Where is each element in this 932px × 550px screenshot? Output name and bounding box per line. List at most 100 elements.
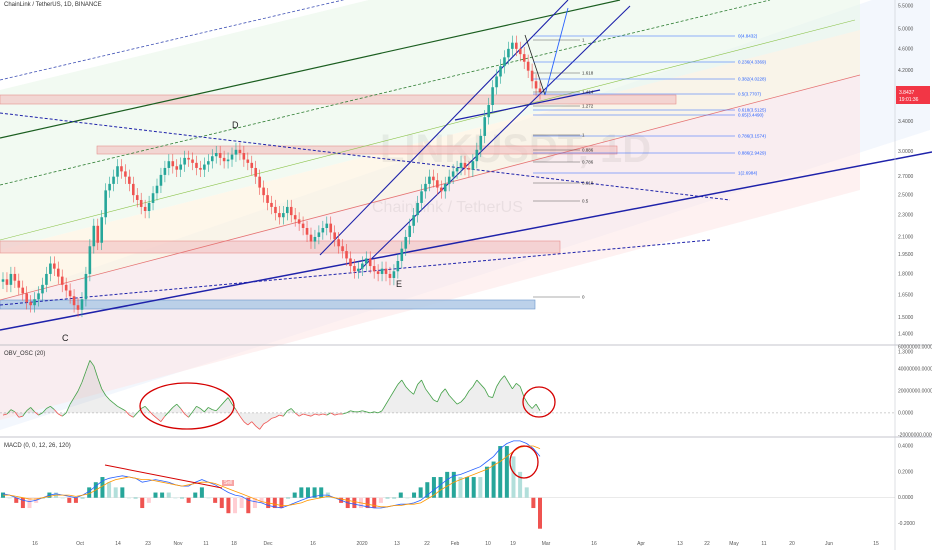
macd-histogram-bar: [378, 497, 383, 503]
candle-body: [151, 193, 155, 203]
macd-divergence-line: [104, 464, 223, 489]
macd-histogram-bar: [471, 477, 476, 498]
obv-line: [460, 397, 466, 403]
obv-line: [46, 405, 51, 409]
obv-tick: 40000000.0000: [898, 367, 932, 373]
candle-body: [226, 159, 230, 162]
obv-line: [350, 410, 355, 413]
candle-body: [124, 171, 127, 177]
candle-body: [203, 164, 206, 170]
time-tick: Nov: [174, 541, 183, 547]
obv-line: [129, 414, 134, 418]
obv-line: [452, 399, 458, 405]
macd-histogram-bar: [272, 497, 277, 509]
candle-body: [495, 76, 498, 88]
watermark-name: ChainLink / TetherUS: [372, 199, 523, 216]
obv-divergence-circle: [139, 382, 235, 430]
time-tick: 2020: [356, 541, 367, 547]
obv-line: [417, 379, 422, 385]
obv-line: [519, 386, 525, 398]
obv-line: [247, 421, 253, 426]
candle-body: [112, 176, 115, 184]
obv-line: [18, 415, 23, 418]
macd-cross-circle: [509, 445, 539, 479]
obv-line: [334, 413, 339, 416]
obv-line: [326, 412, 331, 416]
obv-line: [152, 414, 158, 419]
fib-left-label: 0.618: [582, 181, 594, 186]
candle-body: [518, 48, 522, 55]
time-tick: 23: [145, 541, 151, 547]
obv-line: [133, 412, 138, 418]
candle-body: [147, 202, 151, 212]
indicator-axes[interactable]: 60000000.0000 40000000.0000 20000000.0000 0…: [898, 345, 932, 527]
up-channel-lower: [359, 5, 631, 271]
macd-histogram-bar: [246, 497, 251, 514]
obv-line: [164, 411, 170, 417]
time-axis[interactable]: 16 Oct 14 23 Nov 11 18 Dec 16 2020 13 22 Feb 10 19 Mar 1…: [32, 541, 879, 547]
obv-line: [97, 377, 103, 389]
candle-body: [159, 174, 163, 186]
macd-histogram-bar: [491, 461, 496, 498]
obv-line: [176, 403, 181, 409]
macd-histogram-bar: [418, 487, 423, 498]
obv-line: [433, 399, 438, 403]
candle-body: [143, 206, 147, 212]
candle-body: [191, 159, 194, 163]
obv-line: [385, 397, 391, 405]
candle-body: [92, 225, 96, 247]
obv-line: [429, 394, 434, 400]
macd-histogram-bar: [286, 497, 291, 499]
obv-line: [500, 375, 505, 381]
candle-body: [139, 199, 143, 207]
macd-histogram-bar: [458, 477, 463, 498]
obv-line: [109, 399, 114, 404]
fib-right-label: 0.886(2.9429): [738, 151, 767, 156]
obv-line: [204, 407, 209, 413]
obv-line: [259, 423, 264, 430]
macd-tick: 0.2000: [898, 469, 914, 475]
macd-histogram-bar: [219, 497, 224, 509]
obv-tick: 20000000.0000: [898, 389, 932, 395]
macd-histogram-bar: [431, 477, 436, 498]
candle-body: [210, 156, 214, 162]
obv-line: [267, 418, 272, 422]
candle-body: [84, 273, 88, 300]
candle-body: [436, 180, 439, 188]
candle-body: [13, 273, 17, 281]
time-tick: Jun: [825, 541, 833, 547]
candle-body: [499, 66, 502, 77]
obv-line: [346, 410, 351, 414]
fib-left-label: 1.618: [582, 71, 594, 76]
macd-histogram-bar: [465, 477, 470, 498]
macd-histogram-bar: [126, 497, 131, 499]
price-tick: 1.8000: [898, 271, 914, 277]
macd-histogram-bar: [160, 492, 165, 498]
time-tick: Dec: [264, 541, 273, 547]
obv-line: [6, 409, 12, 415]
candle-body: [511, 42, 514, 49]
candle-body: [349, 258, 352, 267]
obv-line: [69, 397, 75, 405]
candle-body: [368, 258, 372, 267]
candle-body: [171, 161, 175, 167]
obv-line: [101, 388, 107, 396]
candle-body: [33, 299, 36, 306]
obv-line: [425, 388, 430, 395]
obv-line: [30, 407, 35, 413]
candle-body: [72, 296, 76, 306]
channel-green-dashed: [0, 0, 771, 186]
obv-line: [105, 395, 110, 401]
candle-body: [258, 176, 261, 188]
obv-line: [117, 405, 122, 409]
obv-line: [73, 390, 79, 398]
time-tick: 11: [203, 541, 208, 547]
rising-trend: [454, 89, 601, 121]
candle-body: [392, 271, 396, 278]
candle-body: [218, 153, 222, 158]
candle-body: [195, 162, 198, 168]
price-tick: 4.2000: [898, 68, 914, 74]
obv-line: [215, 406, 221, 411]
macd-histogram-bar: [292, 492, 297, 498]
